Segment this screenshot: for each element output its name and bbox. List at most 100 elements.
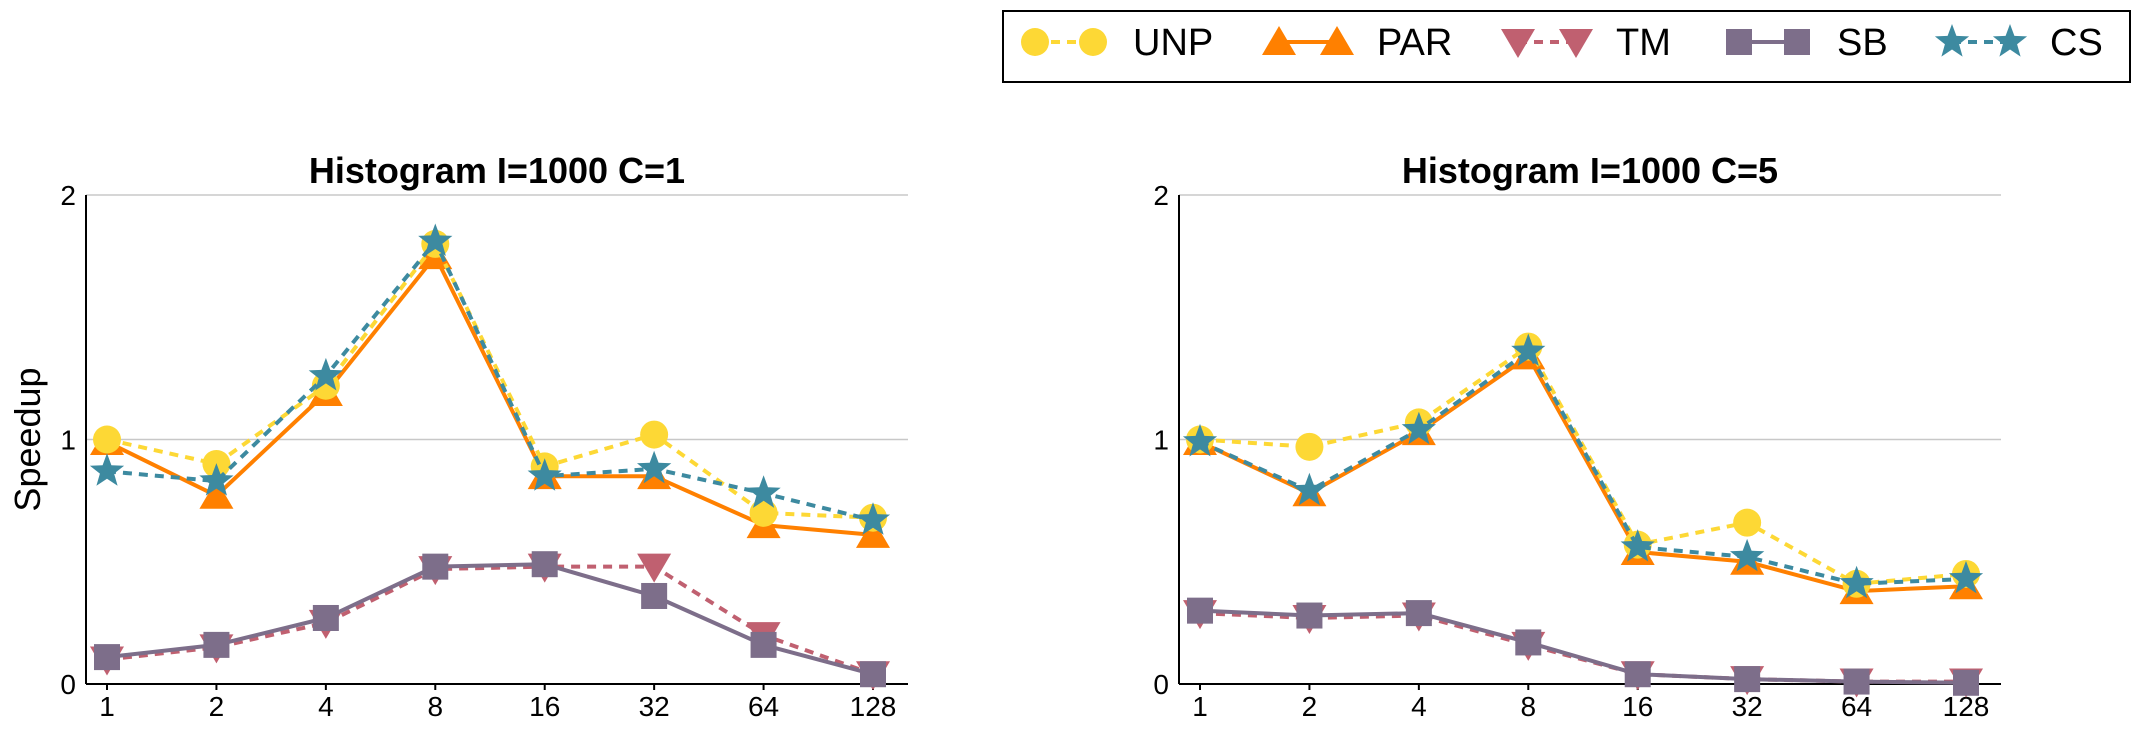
- series-line: [106, 564, 874, 677]
- legend-frame: [1002, 10, 2131, 83]
- data-point: [1187, 597, 1213, 624]
- legend-marker: [1992, 24, 2028, 57]
- data-point: [418, 223, 453, 256]
- data-point: [1730, 538, 1765, 572]
- data-point: [527, 458, 562, 491]
- series-cs: [89, 223, 891, 535]
- data-point: [750, 631, 777, 658]
- data-point: [1182, 423, 1218, 457]
- data-point: [1296, 602, 1323, 629]
- x-tick-label: 16: [529, 691, 560, 722]
- x-tick-label: 8: [1520, 691, 1536, 722]
- series-tm: [90, 553, 890, 691]
- data-point: [312, 604, 339, 631]
- legend-marker: [1934, 24, 1970, 57]
- data-point: [1620, 529, 1655, 562]
- legend-marker: [1320, 26, 1354, 55]
- legend-marker: [1262, 26, 1296, 55]
- data-point: [855, 502, 891, 535]
- legend-marker: [1784, 29, 1810, 55]
- series-line: [106, 239, 874, 523]
- x-tick-label: 64: [748, 691, 779, 722]
- legend-label: SB: [1837, 22, 1888, 64]
- data-point: [640, 420, 669, 449]
- x-tick-label: 1: [1192, 691, 1208, 722]
- legend-entry-par: PAR: [1262, 22, 1452, 64]
- legend-label: UNP: [1133, 22, 1213, 64]
- series-par: [1183, 340, 1983, 605]
- data-point: [94, 644, 120, 671]
- series-cs: [1182, 333, 1984, 599]
- data-point: [1624, 661, 1651, 688]
- legend-entry-unp: UNP: [1021, 22, 1213, 64]
- x-tick-label: 1: [99, 691, 115, 722]
- legend-label: PAR: [1377, 22, 1452, 64]
- data-point: [203, 631, 230, 658]
- chart-title: Histogram I=1000 C=5: [1402, 150, 1778, 191]
- y-axis-label: Speedup: [7, 367, 48, 511]
- x-tick-label: 16: [1622, 691, 1653, 722]
- data-point: [531, 551, 558, 578]
- legend-marker: [1559, 29, 1593, 58]
- series-unp: [1186, 332, 1980, 598]
- series-line: [1199, 608, 1967, 685]
- y-tick-label: 1: [60, 425, 76, 456]
- series-line: [1199, 354, 1967, 594]
- series-sb: [1187, 597, 1979, 696]
- legend-label: TM: [1616, 22, 1671, 64]
- series-line: [106, 562, 874, 677]
- series-line: [106, 254, 874, 537]
- data-point: [1405, 600, 1432, 627]
- x-tick-label: 4: [1411, 691, 1427, 722]
- x-tick-label: 32: [1732, 691, 1763, 722]
- data-point: [93, 425, 121, 454]
- x-tick-label: 8: [427, 691, 443, 722]
- legend-entry-tm: TM: [1501, 22, 1671, 64]
- data-point: [1734, 666, 1761, 693]
- y-tick-label: 0: [60, 669, 76, 700]
- legend-marker: [1079, 28, 1107, 56]
- legend-label: CS: [2050, 22, 2103, 64]
- data-point: [641, 582, 668, 609]
- data-point: [856, 518, 890, 548]
- legend-marker: [1501, 29, 1535, 58]
- x-tick-label: 2: [1302, 691, 1318, 722]
- data-point: [746, 475, 781, 508]
- data-point: [199, 463, 234, 496]
- x-tick-label: 4: [318, 691, 334, 722]
- y-tick-label: 0: [1153, 669, 1169, 700]
- x-tick-label: 128: [850, 691, 897, 722]
- data-point: [1511, 333, 1546, 366]
- legend-marker: [1021, 28, 1049, 56]
- data-point: [1292, 472, 1327, 506]
- data-point: [860, 661, 886, 688]
- data-point: [1295, 432, 1324, 461]
- data-point: [637, 553, 672, 583]
- data-point: [1515, 629, 1542, 656]
- data-point: [199, 479, 234, 509]
- y-tick-label: 1: [1153, 425, 1169, 456]
- data-point: [1401, 411, 1436, 445]
- series-sb: [94, 551, 886, 688]
- y-tick-label: 2: [1153, 180, 1169, 211]
- data-point: [1839, 565, 1874, 599]
- data-point: [308, 357, 343, 391]
- data-point: [422, 553, 449, 580]
- series-line: [1199, 344, 1967, 586]
- legend-marker: [1726, 29, 1752, 55]
- data-point: [749, 498, 778, 527]
- data-point: [1953, 669, 1979, 696]
- chart-title: Histogram I=1000 C=1: [309, 150, 685, 191]
- series-line: [1199, 349, 1967, 586]
- data-point: [1948, 560, 1984, 594]
- x-tick-label: 32: [639, 691, 670, 722]
- legend-entry-sb: SB: [1726, 22, 1888, 64]
- legend: UNP PAR TM SB CS: [1002, 10, 2131, 83]
- data-point: [89, 453, 125, 486]
- y-tick-label: 2: [60, 180, 76, 211]
- legend-entry-cs: CS: [1934, 22, 2103, 64]
- x-tick-label: 2: [209, 691, 225, 722]
- data-point: [1733, 508, 1762, 537]
